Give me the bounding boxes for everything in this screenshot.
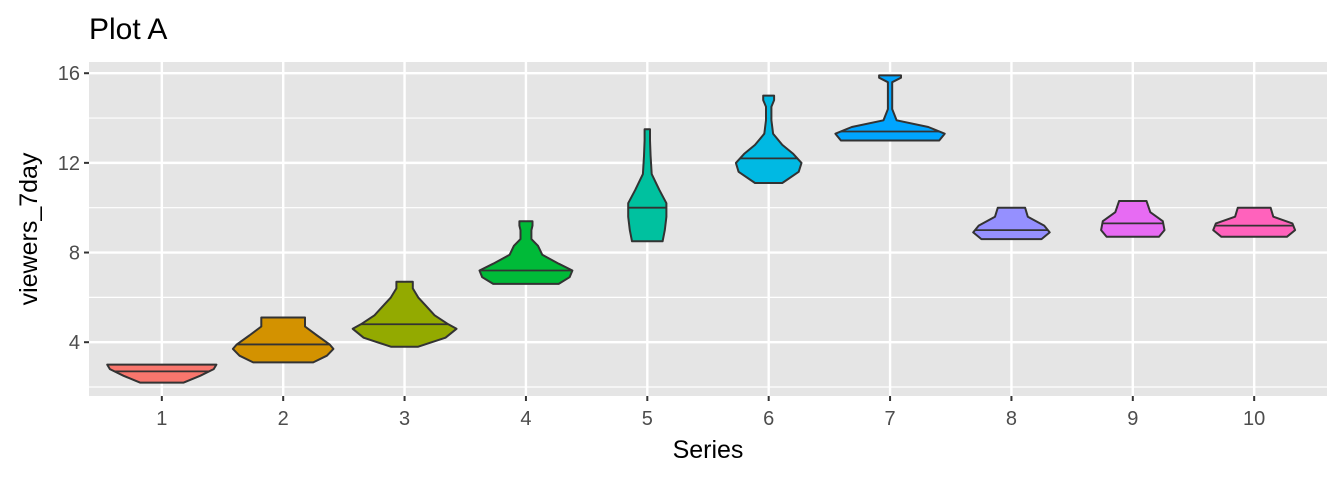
violin-1 [106,363,218,384]
y-tick-label: 12 [58,153,80,175]
y-tick-label: 16 [58,63,80,85]
x-tick-label: 4 [520,408,531,430]
x-axis: 1 2 3 4 5 6 7 8 9 10 [156,396,1265,430]
y-tick-label: 4 [69,332,80,354]
x-tick-label: 2 [278,408,289,430]
x-tick-label: 8 [1006,408,1017,430]
x-tick-label: 1 [156,408,167,430]
violin-3 [351,280,458,348]
violin-8 [972,206,1051,241]
chart-title: Plot A [89,13,167,46]
x-axis-title: Series [673,436,744,464]
violins [106,74,1297,384]
y-axis: 4 8 12 16 [58,63,89,354]
x-tick-label: 6 [763,408,774,430]
violin-5 [627,128,668,243]
violin-4 [478,220,574,285]
violin-7 [834,74,946,142]
y-tick-label: 8 [69,243,80,265]
x-tick-label: 10 [1243,408,1265,430]
x-tick-label: 3 [399,408,410,430]
violin-2 [231,316,335,364]
x-tick-label: 7 [884,408,895,430]
x-tick-label: 9 [1127,408,1138,430]
x-tick-label: 5 [642,408,653,430]
violin-6 [734,94,803,184]
violin-9 [1100,200,1166,238]
y-axis-title: viewers_7day [15,152,43,305]
